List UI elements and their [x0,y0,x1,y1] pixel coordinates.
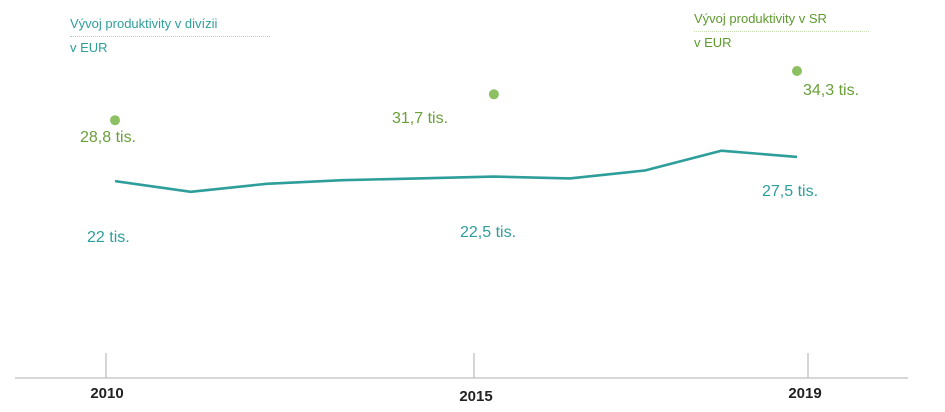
legend-sr: Vývoj produktivity v SR v EUR [694,9,869,53]
sr-point-2015 [488,89,499,100]
sr-point-2019 [792,66,802,76]
legend-division-title: Vývoj produktivity v divízii [70,16,218,31]
sr-label-2015: 31,7 tis. [392,110,448,127]
legend-sr-title: Vývoj produktivity v SR [694,11,827,26]
legend-division-unit: v EUR [70,40,108,55]
division-label-2015: 22,5 tis. [460,224,516,241]
x-tick-label-2015: 2015 [459,388,492,405]
legend-division: Vývoj produktivity v divízii v EUR [70,14,270,58]
sr-label-2010: 28,8 tis. [80,129,136,146]
legend-division-rule [70,36,270,37]
sr-label-2019: 34,3 tis. [803,82,859,99]
division-series-line [114,149,798,194]
x-tick-label-2019: 2019 [788,385,821,402]
division-label-2010: 22 tis. [87,229,130,246]
x-tick-label-2010: 2010 [90,385,123,402]
sr-point-2010 [110,115,120,126]
legend-sr-unit: v EUR [694,35,732,50]
division-label-2019: 27,5 tis. [762,183,818,200]
legend-sr-rule [694,31,869,32]
